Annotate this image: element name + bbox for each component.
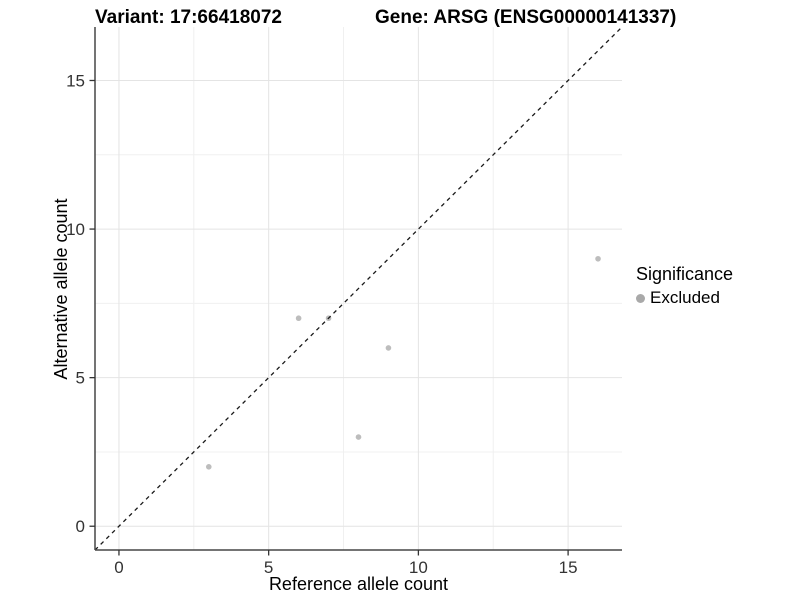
gene-title: Gene: ARSG (ENSG00000141337)	[375, 7, 677, 28]
variant-title: Variant: 17:66418072	[95, 7, 282, 28]
y-tick-label: 0	[76, 517, 85, 536]
data-point	[355, 434, 362, 440]
x-tick-label: 10	[409, 558, 428, 577]
legend-entry-label: Excluded	[650, 288, 720, 307]
data-point	[385, 345, 392, 351]
y-axis-title: Alternative allele count	[51, 198, 71, 380]
data-point	[295, 315, 302, 322]
y-tick-label: 10	[66, 220, 85, 239]
x-axis-title: Reference allele count	[268, 574, 449, 594]
legend-entry-excluded: Excluded	[636, 288, 733, 308]
y-tick-label: 15	[66, 71, 85, 90]
x-tick-label: 0	[114, 558, 123, 577]
x-tick-label: 5	[264, 558, 273, 577]
y-tick-label: 5	[76, 369, 85, 388]
legend: Significance Excluded	[636, 264, 733, 308]
x-tick-label: 15	[559, 558, 578, 577]
identity-line	[94, 26, 623, 551]
data-point	[205, 463, 212, 470]
legend-title: Significance	[636, 264, 734, 284]
data-point	[595, 255, 601, 262]
excluded-point-icon	[636, 293, 645, 303]
